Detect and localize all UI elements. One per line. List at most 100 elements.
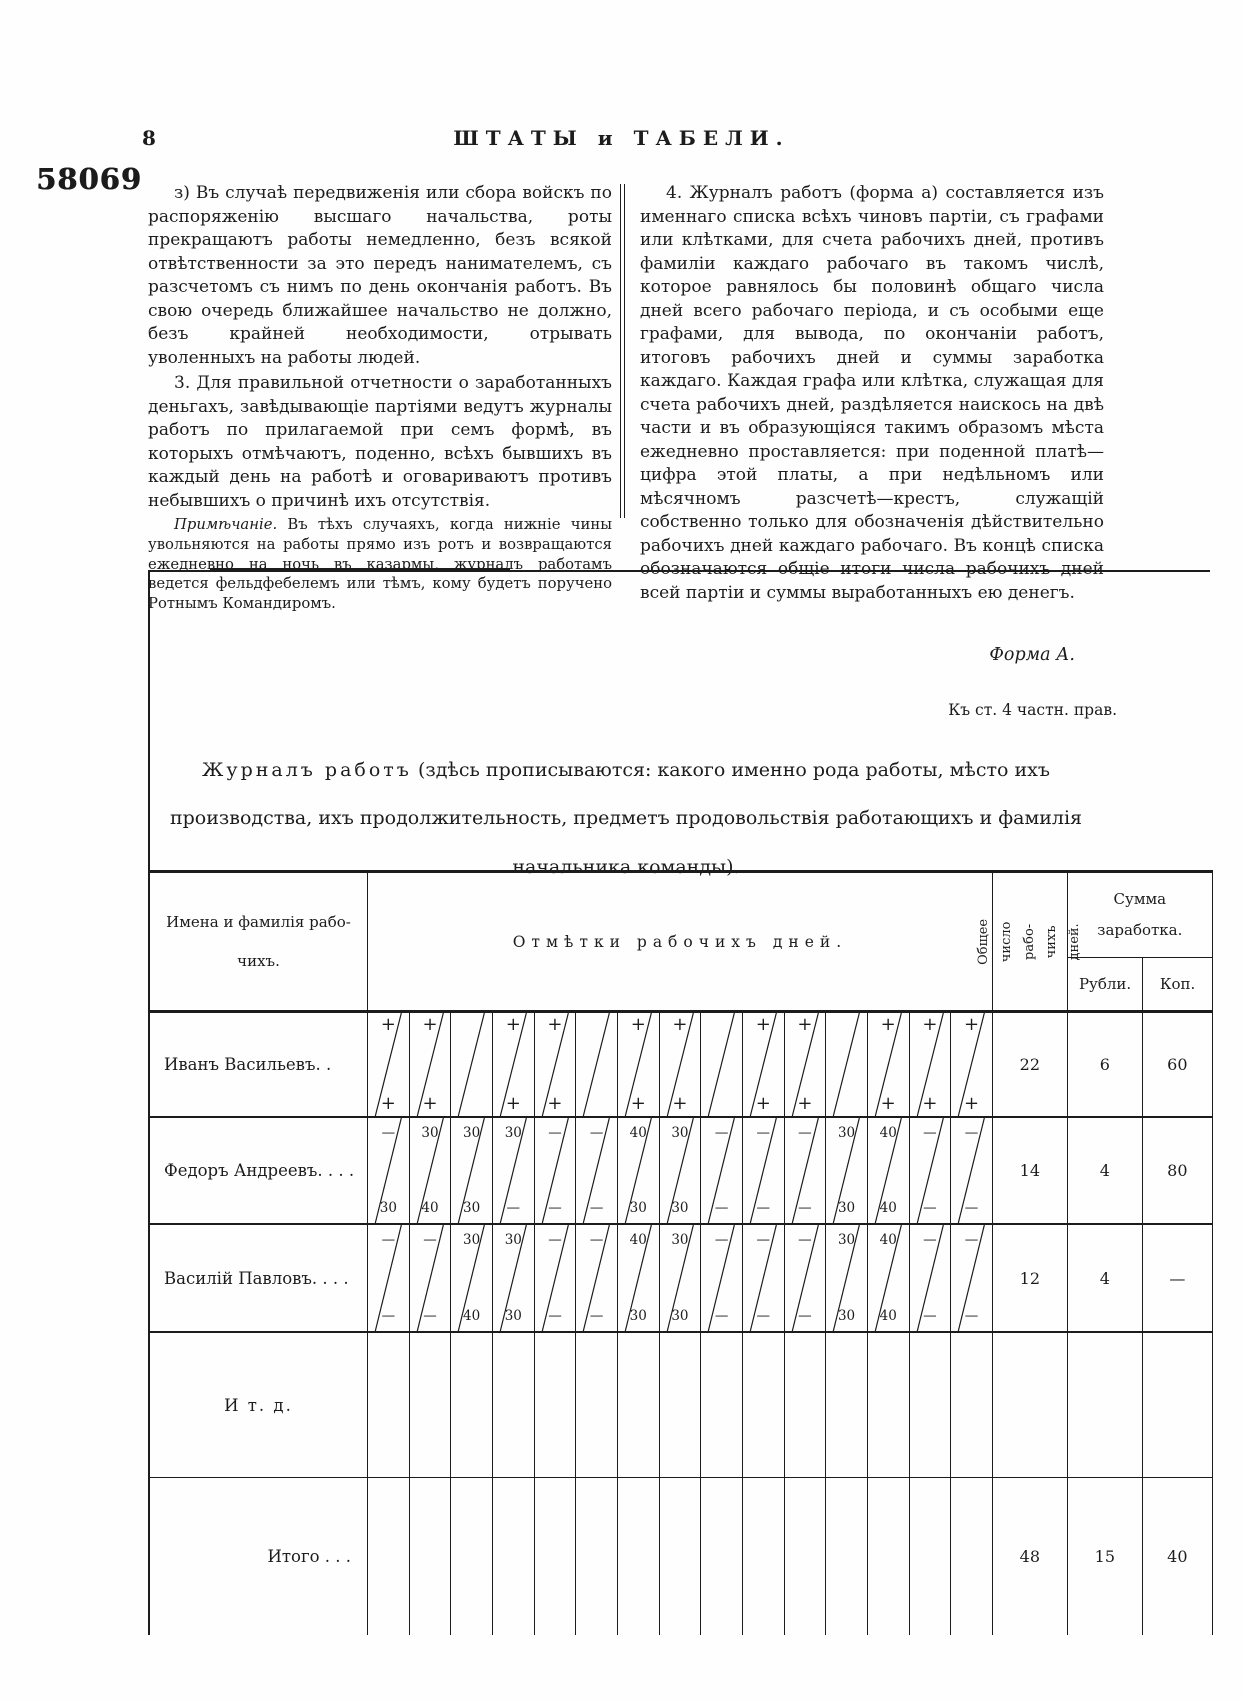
mark-cell: — —	[950, 1118, 992, 1223]
mark-cell	[658, 1333, 701, 1477]
mark-cell	[908, 1333, 951, 1477]
mark-bottom-value: +	[755, 1092, 771, 1114]
mark-bottom-value: 40	[879, 1200, 897, 1216]
mark-cell	[616, 1478, 659, 1635]
diagonal-divider	[535, 1013, 576, 1116]
mark-bottom-value: —	[548, 1308, 562, 1324]
diagonal-divider	[368, 1225, 409, 1331]
diagonal-divider	[951, 1225, 992, 1331]
mark-top-value: —	[423, 1232, 437, 1248]
paragraph-4: 4. Журналъ работъ (форма а) составляется…	[640, 183, 1104, 603]
diagonal-divider	[618, 1118, 659, 1223]
page-number: 8	[142, 126, 156, 150]
mark-top-value: 30	[671, 1232, 689, 1248]
mark-bottom-value: +	[880, 1092, 896, 1114]
diagonal-divider	[451, 1225, 492, 1331]
mark-bottom-value: —	[423, 1308, 437, 1324]
mark-cell: + +	[950, 1013, 992, 1116]
etc-label: И т. д.	[224, 1395, 293, 1415]
mark-cell: 30 30	[658, 1118, 701, 1223]
mark-bottom-value: 30	[837, 1308, 856, 1324]
diagonal-divider	[743, 1225, 784, 1331]
mark-cell: — —	[950, 1225, 992, 1331]
worker-row: Федоръ Андреевъ. . . . —30 30 40 30 30 30— — — — —…	[150, 1118, 1212, 1225]
mark-cell: — —	[741, 1118, 784, 1223]
kopeks-value: —	[1141, 1225, 1212, 1331]
mark-cell	[825, 1013, 867, 1116]
mark-cell: 30 40	[408, 1118, 451, 1223]
mark-cell	[450, 1333, 492, 1477]
diagonal-divider	[368, 1118, 409, 1223]
mark-bottom-value: +	[505, 1092, 521, 1114]
mark-bottom-value: 40	[879, 1308, 897, 1324]
mark-top-value: —	[964, 1232, 979, 1248]
paragraph-z: з) Въ случаѣ передвиженія или сбора войс…	[148, 183, 612, 368]
mark-top-value: —	[589, 1232, 604, 1248]
mark-top-value: +	[963, 1014, 980, 1035]
header-total-days: Общее число рабо- чихъ дней.	[976, 873, 1082, 1010]
mark-cell	[866, 1333, 909, 1477]
header-earnings-sum: Сумма заработка. Рубли. Коп.	[1066, 873, 1212, 1010]
mark-cell	[575, 1333, 617, 1477]
mark-bottom-value: +	[630, 1092, 646, 1114]
margin-article-number: 58069	[36, 162, 142, 196]
mark-cell	[533, 1333, 576, 1477]
form-top-rule	[148, 570, 1210, 572]
diagonal-divider	[576, 1225, 617, 1331]
mark-top-value: —	[589, 1125, 604, 1141]
total-label: Итого . . .	[267, 1547, 352, 1566]
mark-top-value: 40	[629, 1232, 647, 1248]
mark-cell	[825, 1478, 867, 1635]
mark-bottom-value: —	[756, 1308, 770, 1324]
journal-title: Журналъ работъ (здѣсь прописываются: как…	[162, 746, 1090, 891]
worker-name: Василій Павловъ. . . .	[164, 1268, 349, 1288]
mark-cell: + +	[616, 1013, 659, 1116]
total-days-value: 48	[991, 1478, 1067, 1635]
total-days-value: 22	[991, 1013, 1067, 1116]
mark-top-value: —	[548, 1232, 562, 1248]
mark-cell: + +	[866, 1013, 909, 1116]
mark-top-value: —	[381, 1232, 396, 1248]
mark-cell: 30 30	[491, 1225, 534, 1331]
mark-top-value: —	[381, 1125, 396, 1141]
total-days-value: 14	[991, 1118, 1067, 1223]
mark-bottom-value: —	[506, 1200, 521, 1216]
mark-top-value: —	[756, 1232, 770, 1248]
mark-top-value: +	[922, 1014, 938, 1035]
table-header-row: Имена и фамилія рабо- чихъ. Отмѣтки рабо…	[150, 873, 1212, 1013]
mark-top-value: 30	[504, 1232, 522, 1248]
rubles-value: 15	[1066, 1478, 1142, 1635]
diagonal-divider	[618, 1013, 659, 1116]
diagonal-divider	[368, 1013, 409, 1116]
diagonal-divider	[785, 1013, 826, 1116]
mark-bottom-value: +	[672, 1092, 688, 1114]
mark-cell: + +	[741, 1013, 784, 1116]
mark-cell	[491, 1333, 534, 1477]
mark-bottom-value: 30	[671, 1200, 689, 1216]
form-a-label: Форма А.	[989, 645, 1075, 665]
mark-bottom-value: +	[422, 1092, 438, 1114]
header-kopeks: Коп.	[1142, 958, 1212, 1010]
journal-title-rest: (здѣсь прописываются: какого именно рода…	[169, 759, 1083, 878]
left-text-column: з) Въ случаѣ передвиженія или сбора войс…	[148, 182, 612, 614]
mark-top-value: +	[755, 1014, 771, 1035]
mark-cell: 40 30	[616, 1118, 659, 1223]
mark-cell: + +	[408, 1013, 451, 1116]
diagonal-divider	[826, 1013, 867, 1116]
mark-cell	[450, 1013, 492, 1116]
mark-cell	[950, 1478, 992, 1635]
diagonal-divider	[618, 1225, 659, 1331]
mark-cell: — —	[367, 1225, 409, 1331]
diagonal-divider	[451, 1013, 492, 1116]
mark-cell	[783, 1478, 826, 1635]
diagonal-divider	[785, 1118, 826, 1223]
mark-bottom-value: —	[923, 1308, 937, 1324]
worker-name: Иванъ Васильевъ. .	[164, 1055, 332, 1074]
mark-cell: + +	[908, 1013, 951, 1116]
mark-bottom-value: +	[547, 1092, 563, 1114]
mark-cell	[616, 1333, 659, 1477]
diagonal-divider	[576, 1118, 617, 1223]
diagonal-divider	[951, 1118, 992, 1223]
mark-cell	[700, 1013, 742, 1116]
